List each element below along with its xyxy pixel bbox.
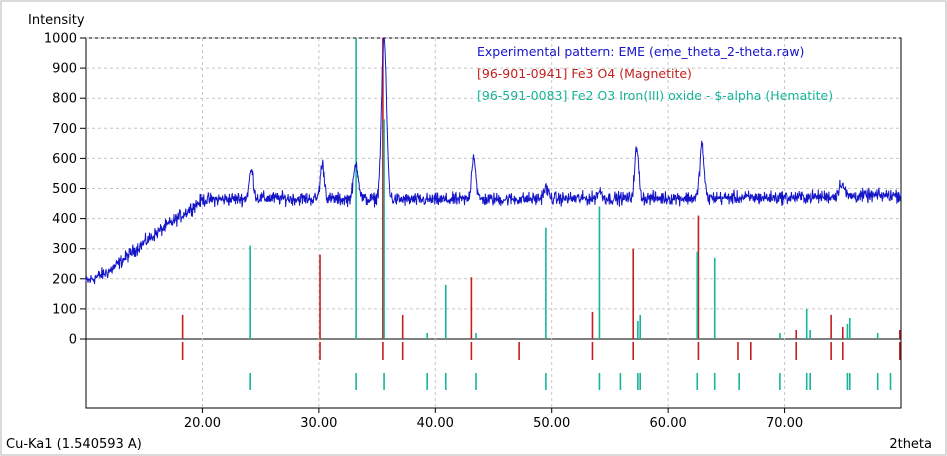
y-tick-label: 300 [52,242,77,257]
legend-item: Experimental pattern: EME (eme_theta_2-t… [477,44,804,59]
x-tick-label: 50.00 [533,416,570,431]
x-axis-label: 2theta [889,437,932,452]
legend: Experimental pattern: EME (eme_theta_2-t… [477,44,833,103]
y-tick-label: 200 [52,272,77,287]
grid-lines [86,37,901,408]
x-tick-label: 70.00 [766,416,803,431]
reference-sticks [181,38,901,339]
y-tick-label: 800 [52,92,77,107]
y-tick-label: 500 [52,182,77,197]
pattern-line [85,37,902,285]
radiation-label: Cu-Ka1 (1.540593 A) [6,437,142,452]
y-tick-label: 900 [52,62,77,77]
y-axis-ticks: 0 100 200 300 400 500 600 700 800 900 1000 [44,32,86,348]
plot-area [85,37,902,409]
y-tick-label: 700 [52,122,77,137]
legend-item: [96-591-0083] Fe2 O3 Iron(III) oxide - $… [477,88,833,103]
x-axis-ticks: 20.00 30.00 40.00 50.00 60.00 70.00 [184,408,803,431]
experimental-pattern [85,37,902,285]
legend-item: [96-901-0941] Fe3 O4 (Magnetite) [477,66,692,81]
x-tick-label: 30.00 [300,416,337,431]
y-tick-label: 100 [52,302,77,317]
y-tick-label: 400 [52,212,77,227]
y-tick-label: 0 [69,333,77,348]
x-tick-label: 20.00 [184,416,221,431]
y-axis-label: Intensity [28,13,85,28]
x-tick-label: 40.00 [417,416,454,431]
y-tick-label: 600 [52,152,77,167]
y-tick-label: 1000 [44,32,77,47]
reference-markers [181,342,901,390]
x-tick-label: 60.00 [650,416,687,431]
